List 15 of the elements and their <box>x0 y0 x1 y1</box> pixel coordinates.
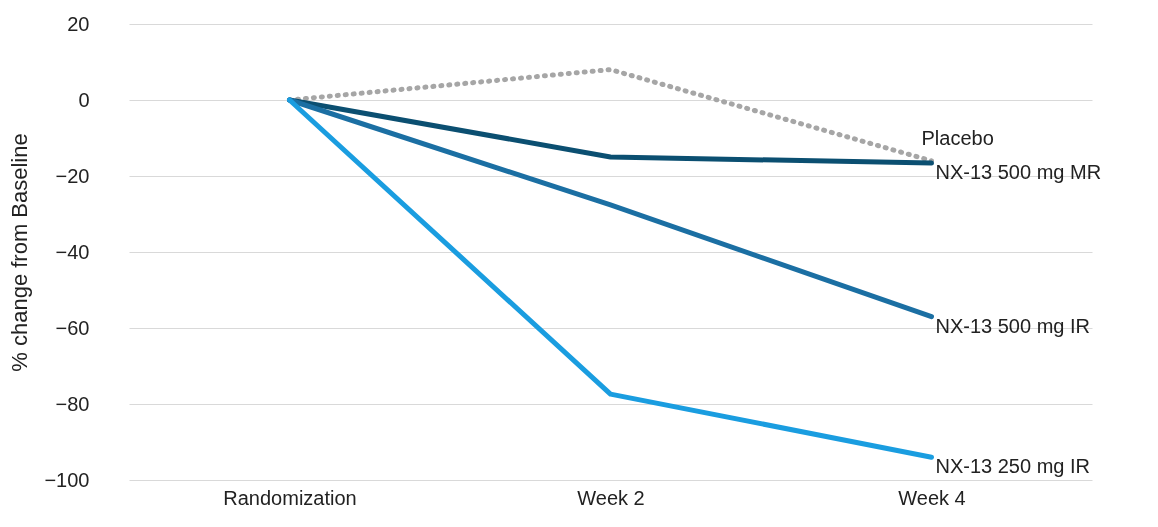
y-axis-title: % change from Baseline <box>7 133 33 372</box>
y-tick-label: 20 <box>67 12 90 35</box>
series-label: NX-13 250 mg IR <box>935 455 1091 478</box>
x-tick-label: Week 4 <box>898 486 966 509</box>
series-label: NX-13 500 mg IR <box>935 314 1091 337</box>
series-label: NX-13 500 mg MR <box>935 161 1102 184</box>
x-tick-label: Randomization <box>223 486 357 509</box>
y-tick-label: −80 <box>55 392 90 415</box>
y-tick-label: −20 <box>55 164 90 187</box>
y-tick-label: −60 <box>55 316 90 339</box>
series-label: Placebo <box>921 126 994 149</box>
y-tick-label: −100 <box>44 468 90 491</box>
y-tick-label: −40 <box>55 240 90 263</box>
x-tick-label: Week 2 <box>577 486 645 509</box>
y-tick-label: 0 <box>78 88 90 111</box>
